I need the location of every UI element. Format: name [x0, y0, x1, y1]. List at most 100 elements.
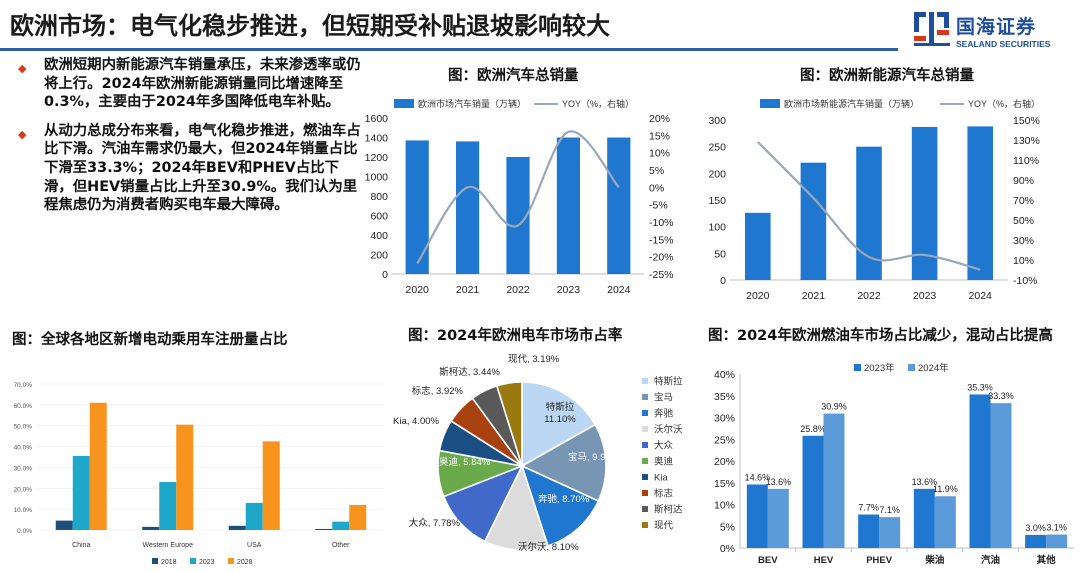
legend-label-bar: 欧洲市场新能源汽车销量（万辆） [784, 98, 919, 109]
x-tick-label: 2023 [913, 290, 937, 302]
y-left-tick-label: 1600 [365, 113, 389, 125]
y-right-tick-label: 0% [649, 182, 664, 194]
legend-swatch-bar [760, 99, 780, 108]
slice-data-label: 奥迪, 5.84% [439, 456, 491, 468]
bullet-text: 从动力总成分布来看，电气化稳步推进，燃油车占比下滑。汽油车需求仍最大，但2024… [44, 122, 361, 214]
legend-swatch [642, 394, 648, 400]
y-tick-label: 20% [714, 456, 735, 468]
legend-label-line: YOY（%，右轴） [562, 98, 634, 109]
y-tick-label: 20.0% [14, 486, 33, 493]
bar [990, 403, 1012, 548]
y-left-tick-label: 1400 [365, 133, 389, 145]
x-tick-label: 2020 [406, 284, 430, 296]
legend-swatch [908, 364, 915, 371]
yoy-line [416, 130, 620, 265]
x-tick-label: USA [247, 542, 262, 549]
legend-swatch [642, 474, 648, 480]
bar-data-label: 7.7% [858, 503, 879, 513]
bar [456, 141, 480, 274]
y-tick-label: 30.0% [14, 465, 33, 472]
diamond-bullet-icon: ◆ [18, 62, 27, 75]
legend-swatch [228, 558, 234, 564]
bar [159, 482, 177, 530]
y-left-tick-label: 150 [708, 195, 726, 207]
y-tick-label: 35% [714, 391, 735, 403]
legend-swatch [152, 558, 158, 564]
bar [89, 402, 107, 530]
x-tick-label: HEV [814, 555, 834, 566]
legend-label-line: YOY（%，右轴） [968, 98, 1040, 109]
bar [1046, 534, 1068, 548]
bar [405, 140, 429, 274]
legend-swatch-bar [394, 99, 414, 108]
y-right-tick-label: -10% [649, 217, 674, 229]
legend-label: 沃尔沃 [654, 424, 683, 436]
legend-label: 奥迪 [654, 456, 674, 468]
bar [142, 526, 160, 530]
brand-logo: 国海证券 SEALAND SECURITIES [912, 8, 1072, 52]
chart-title-global-regions: 图：全球各地区新增电动乘用车注册量占比 [12, 332, 288, 348]
slice-data-label: 斯柯达, 3.44% [439, 366, 500, 378]
legend-label-bar: 欧洲市场汽车销量（万辆） [418, 98, 526, 109]
slice-data-label: 沃尔沃, 8.10% [518, 541, 579, 553]
y-left-tick-label: 800 [370, 191, 388, 203]
x-tick-label: 汽油 [981, 554, 1000, 566]
y-right-tick-label: 150% [1013, 115, 1040, 127]
x-tick-label: 2024 [607, 284, 631, 296]
legend-label: Kia [654, 473, 668, 484]
y-left-tick-label: 600 [370, 211, 388, 223]
bar [1025, 534, 1047, 548]
legend-swatch [642, 506, 648, 512]
bar-data-label: 7.1% [879, 505, 900, 515]
legend-swatch [642, 426, 648, 432]
bar [245, 502, 263, 530]
diamond-bullet-icon: ◆ [18, 127, 27, 141]
global-regions-share-chart: 0.0% 10.0% 20.0% 30.0% 40.0% 50.0% 60.0% 70.0% C… [14, 382, 384, 566]
bar [315, 528, 333, 530]
bar [72, 455, 90, 530]
y-right-tick-label: 110% [1013, 155, 1039, 167]
x-tick-label: China [72, 542, 90, 549]
legend-label: 2018 [161, 559, 177, 566]
x-tick-label: 2023 [557, 284, 581, 296]
y-right-tick-label: -25% [649, 269, 674, 281]
x-tick-label: 2021 [802, 290, 826, 302]
pie-slice [521, 381, 597, 468]
legend-label: 大众 [654, 440, 674, 452]
y-right-tick-label: 90% [1013, 175, 1034, 187]
legend-swatch [190, 558, 196, 564]
x-tick-label: 其他 [1037, 554, 1057, 566]
y-left-tick-label: 200 [370, 250, 388, 262]
bar [745, 212, 771, 280]
bar [349, 504, 367, 530]
slice-data-label: Kia, 4.00% [393, 416, 439, 427]
bar-data-label: 25.8% [800, 424, 826, 434]
y-right-tick-label: -15% [649, 234, 674, 246]
x-tick-label: Other [332, 542, 350, 549]
y-left-tick-label: 300 [708, 115, 726, 127]
slice-data-label: 标志, 3.92% [412, 385, 464, 397]
page-title: 欧洲市场：电气化稳步推进，但短期受补贴退坡影响较大 [10, 12, 610, 40]
legend-swatch [642, 378, 648, 384]
bar-data-label: 13.6% [912, 477, 938, 487]
europe-total-sales-chart: 欧洲市场汽车销量（万辆） YOY（%，右轴） 0 200 400 600 800 1000 12… [365, 98, 674, 296]
y-left-tick-label: 400 [370, 230, 388, 242]
legend-swatch [642, 458, 648, 464]
y-left-tick-label: 0 [382, 269, 388, 281]
y-tick-label: 70.0% [14, 382, 33, 389]
chart-title-pie-brands: 图：2024年欧洲电车市场市占率 [408, 328, 623, 344]
bullet-list: ◆ 欧洲短期内新能源汽车销量承压，未来渗透率或仍将上行。2024年欧洲新能源销量… [18, 56, 362, 225]
y-tick-label: 10.0% [14, 507, 33, 514]
y-tick-label: 10% [714, 500, 735, 512]
slice-data-label: 11.10% [544, 414, 576, 425]
bar [967, 126, 993, 281]
bar [332, 521, 350, 530]
pie-slice [520, 464, 600, 547]
y-tick-label: 60.0% [14, 403, 33, 410]
logo-chinese-name: 国海证券 [956, 16, 1037, 38]
bullet-text: 欧洲短期内新能源汽车销量承压，未来渗透率或仍将上行。2024年欧洲新能源销量同比… [44, 57, 361, 111]
pie-slice [483, 463, 549, 551]
x-tick-label: 柴油 [924, 554, 944, 566]
y-left-tick-label: 250 [708, 142, 726, 154]
